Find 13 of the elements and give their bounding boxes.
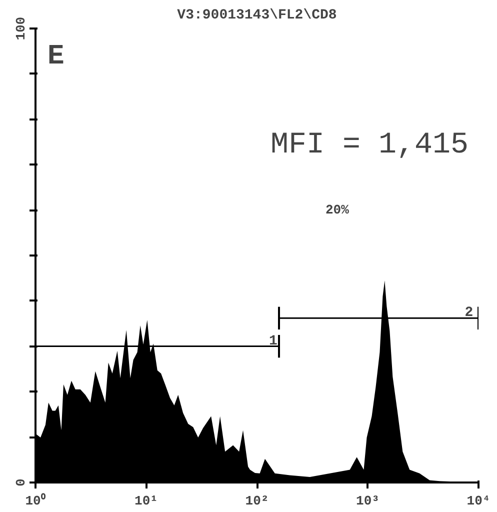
y-tick-label: 100 (14, 16, 28, 40)
annotation: 2 (464, 305, 474, 322)
y-tick-label: 0 (14, 478, 28, 486)
x-tick-label: 10³ (356, 494, 380, 508)
annotation: 20% (326, 202, 350, 218)
x-tick-label: 10² (245, 494, 269, 508)
annotation: MFI = 1,415 (270, 128, 469, 162)
x-tick-label: 10¹ (134, 494, 158, 508)
x-tick-label: 10⁰ (25, 492, 46, 508)
chart-title: V3:90013143\FL2\CD8 (177, 8, 337, 24)
annotation: E (48, 42, 64, 72)
x-tick-label: 10⁴ (466, 494, 490, 508)
annotation: 1 (268, 333, 278, 350)
